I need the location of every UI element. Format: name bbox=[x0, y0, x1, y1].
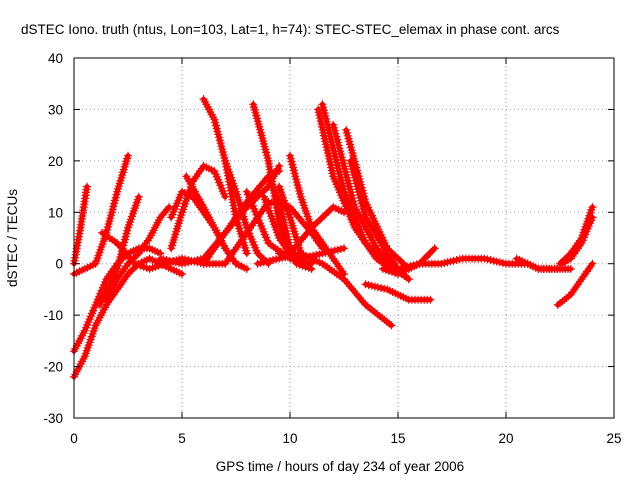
y-tick-label: 40 bbox=[48, 51, 63, 66]
series-18 bbox=[253, 249, 396, 330]
series-36 bbox=[558, 213, 597, 268]
y-tick-label: -20 bbox=[43, 360, 63, 375]
series-34 bbox=[523, 259, 575, 273]
series-markers bbox=[182, 172, 251, 273]
series-markers bbox=[286, 203, 348, 258]
series-7 bbox=[102, 203, 173, 304]
y-tick-label: 20 bbox=[48, 154, 63, 169]
x-tick-label: 15 bbox=[390, 431, 405, 446]
plot-frame bbox=[73, 57, 615, 419]
series-markers bbox=[346, 156, 413, 284]
y-axis-label: dSTEC / TECUs bbox=[5, 189, 20, 287]
y-tick-label: -10 bbox=[43, 308, 63, 323]
series-4 bbox=[70, 254, 186, 381]
series-markers bbox=[523, 259, 575, 273]
series-37 bbox=[553, 259, 597, 309]
chart-title: dSTEC Iono. truth (ntus, Lon=103, Lat=1,… bbox=[21, 22, 560, 37]
y-tick-label: -30 bbox=[43, 411, 63, 426]
series-line bbox=[417, 256, 531, 267]
x-axis-label: GPS time / hours of day 234 of year 2006 bbox=[216, 459, 464, 474]
x-tick-label: 25 bbox=[606, 431, 621, 446]
series-markers bbox=[556, 203, 597, 268]
series-markers bbox=[102, 203, 173, 304]
data-series bbox=[70, 95, 597, 381]
gridlines bbox=[74, 58, 614, 418]
series-1 bbox=[70, 182, 91, 268]
series-markers bbox=[70, 182, 91, 268]
series-markers bbox=[361, 280, 435, 304]
series-markers bbox=[553, 259, 597, 309]
x-tick-label: 0 bbox=[70, 431, 78, 446]
series-24 bbox=[286, 203, 348, 258]
series-30 bbox=[361, 280, 435, 304]
series-markers bbox=[275, 182, 305, 258]
x-tick-label: 20 bbox=[498, 431, 513, 446]
y-tick-label: 30 bbox=[48, 102, 63, 117]
y-tick-label: 0 bbox=[55, 257, 63, 272]
series-markers bbox=[95, 192, 143, 309]
series-markers bbox=[199, 162, 284, 268]
axis-ticks: 0 5 10 15 20 25 -30 -20 -10 0 10 20 30 40 bbox=[43, 51, 621, 446]
series-markers bbox=[70, 254, 186, 381]
x-tick-label: 10 bbox=[282, 431, 297, 446]
x-tick-label: 5 bbox=[178, 431, 186, 446]
series-markers bbox=[415, 254, 532, 268]
y-tick-label: 10 bbox=[48, 205, 63, 220]
series-35 bbox=[556, 203, 597, 268]
series-32 bbox=[415, 254, 532, 268]
series-markers bbox=[558, 213, 597, 268]
